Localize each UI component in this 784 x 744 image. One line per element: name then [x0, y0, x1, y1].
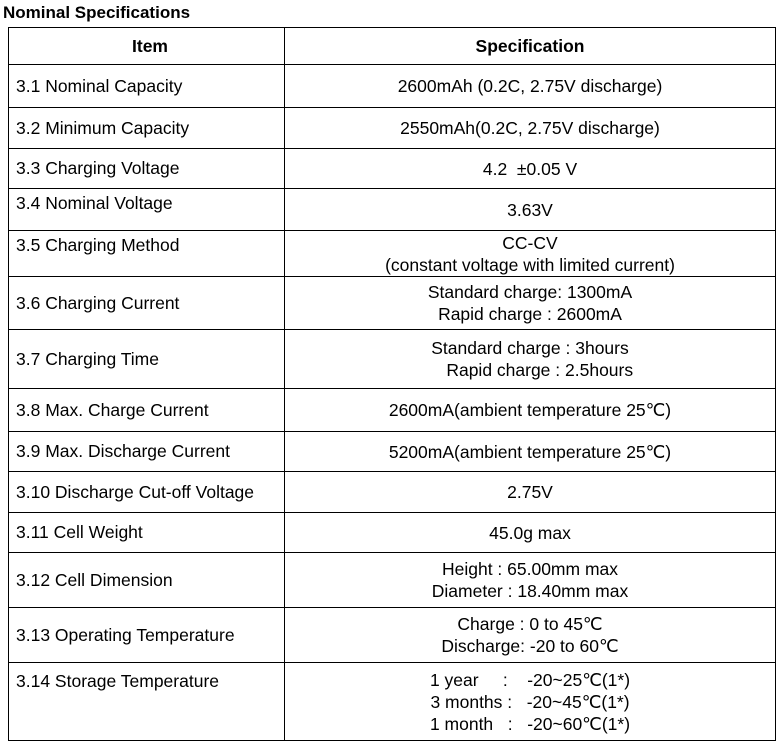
- table-row: 3.8 Max. Charge Current 2600mA(ambient te…: [9, 388, 775, 431]
- spec-line: 3 months : -20~45℃(1*): [430, 691, 630, 712]
- item-cell: 3.14 Storage Temperature: [9, 663, 285, 740]
- spec-line: 45.0g max: [489, 522, 571, 543]
- spec-table: Item Specification 3.1 Nominal Capacity 2…: [8, 27, 776, 741]
- table-row: 3.1 Nominal Capacity 2600mAh (0.2C, 2.75V…: [9, 64, 775, 107]
- spec-cell: 4.2 ±0.05 V: [285, 149, 775, 188]
- item-cell: 3.1 Nominal Capacity: [9, 65, 285, 107]
- spec-cell: 2.75V: [285, 472, 775, 512]
- spec-cell: 1 year : -20~25℃(1*) 3 months : -20~45℃(1…: [285, 663, 775, 740]
- spec-line: 2600mAh (0.2C, 2.75V discharge): [397, 76, 663, 96]
- table-row: 3.4 Nominal Voltage 3.63V: [9, 188, 775, 230]
- spec-line: Standard charge : 3hours: [431, 338, 629, 358]
- table-row: 3.11 Cell Weight 45.0g max: [9, 512, 775, 552]
- spec-cell: 2550mAh(0.2C, 2.75V discharge): [285, 108, 775, 148]
- header-cell: Item: [9, 28, 285, 64]
- spec-line: Diameter : 18.40mm max: [431, 581, 629, 601]
- item-cell: 3.7 Charging Time: [9, 330, 285, 388]
- spec-line: Charge : 0 to 45℃: [457, 614, 603, 634]
- table-row: 3.14 Storage Temperature 1 year : -20~25℃…: [9, 662, 775, 740]
- item-cell: 3.3 Charging Voltage: [9, 149, 285, 188]
- spec-line: Standard charge: 1300mA: [427, 282, 633, 302]
- spec-cell: Standard charge : 3hours Rapid charge : …: [285, 330, 775, 388]
- table-row: 3.2 Minimum Capacity 2550mAh(0.2C, 2.75V …: [9, 107, 775, 148]
- header-row: Item Specification: [9, 28, 775, 64]
- spec-line: Rapid charge : 2.5hours: [426, 360, 634, 380]
- spec-line: 5200mA(ambient temperature 25℃): [388, 441, 672, 462]
- item-cell: 3.5 Charging Method: [9, 231, 285, 276]
- spec-line: 3.63V: [507, 199, 553, 220]
- spec-line: CC-CV: [502, 232, 558, 253]
- spec-cell: 2600mAh (0.2C, 2.75V discharge): [285, 65, 775, 107]
- spec-line: Discharge: -20 to 60℃: [441, 636, 619, 656]
- spec-cell: Height : 65.00mm max Diameter : 18.40mm m…: [285, 553, 775, 607]
- title: Nominal Specifications: [3, 3, 191, 22]
- item-cell: 3.10 Discharge Cut-off Voltage: [9, 472, 285, 512]
- spec-line: 2.75V: [507, 482, 553, 502]
- spec-line: Rapid charge : 2600mA: [438, 304, 622, 324]
- item-cell: 3.8 Max. Charge Current: [9, 389, 285, 431]
- table-row: 3.5 Charging Method CC-CV (constant voltag…: [9, 230, 775, 276]
- header-cell: Specification: [475, 36, 585, 56]
- spec-line: 4.2 ±0.05 V: [482, 158, 578, 179]
- item-cell: 3.9 Max. Discharge Current: [9, 432, 285, 471]
- spec-cell: CC-CV (constant voltage with limited curr…: [285, 231, 775, 276]
- spec-line: 2600mA(ambient temperature 25℃): [388, 400, 672, 420]
- spec-cell: Standard charge: 1300mA Rapid charge : 26…: [285, 277, 775, 329]
- spec-cell: 5200mA(ambient temperature 25℃): [285, 432, 775, 471]
- table-row: 3.12 Cell Dimension Height : 65.00mm max D…: [9, 552, 775, 607]
- spec-line: 1 year : -20~25℃(1*): [429, 669, 631, 690]
- spec-line: Height : 65.00mm max: [441, 559, 619, 579]
- spec-line: 2550mAh(0.2C, 2.75V discharge): [400, 118, 660, 138]
- item-cell: 3.12 Cell Dimension: [9, 553, 285, 607]
- table-row: 3.7 Charging Time Standard charge : 3hour…: [9, 329, 775, 388]
- table-row: 3.6 Charging Current Standard charge: 130…: [9, 276, 775, 329]
- table-row: 3.10 Discharge Cut-off Voltage 2.75V: [9, 471, 775, 512]
- item-cell: 3.4 Nominal Voltage: [9, 189, 285, 230]
- table-row: 3.13 Operating Temperature Charge : 0 to …: [9, 607, 775, 662]
- table-row: 3.3 Charging Voltage 4.2 ±0.05 V: [9, 148, 775, 188]
- spec-cell: 3.63V: [285, 189, 775, 230]
- table-row: 3.9 Max. Discharge Current 5200mA(ambient…: [9, 431, 775, 471]
- spec-line: (constant voltage with limited current): [385, 254, 675, 275]
- spec-cell: Charge : 0 to 45℃ Discharge: -20 to 60℃: [285, 608, 775, 662]
- spec-cell: 45.0g max: [285, 513, 775, 552]
- item-cell: 3.6 Charging Current: [9, 277, 285, 329]
- spec-cell: 2600mA(ambient temperature 25℃): [285, 389, 775, 431]
- item-cell: 3.2 Minimum Capacity: [9, 108, 285, 148]
- spec-line: 1 month : -20~60℃(1*): [429, 713, 631, 734]
- item-cell: 3.11 Cell Weight: [9, 513, 285, 552]
- item-cell: 3.13 Operating Temperature: [9, 608, 285, 662]
